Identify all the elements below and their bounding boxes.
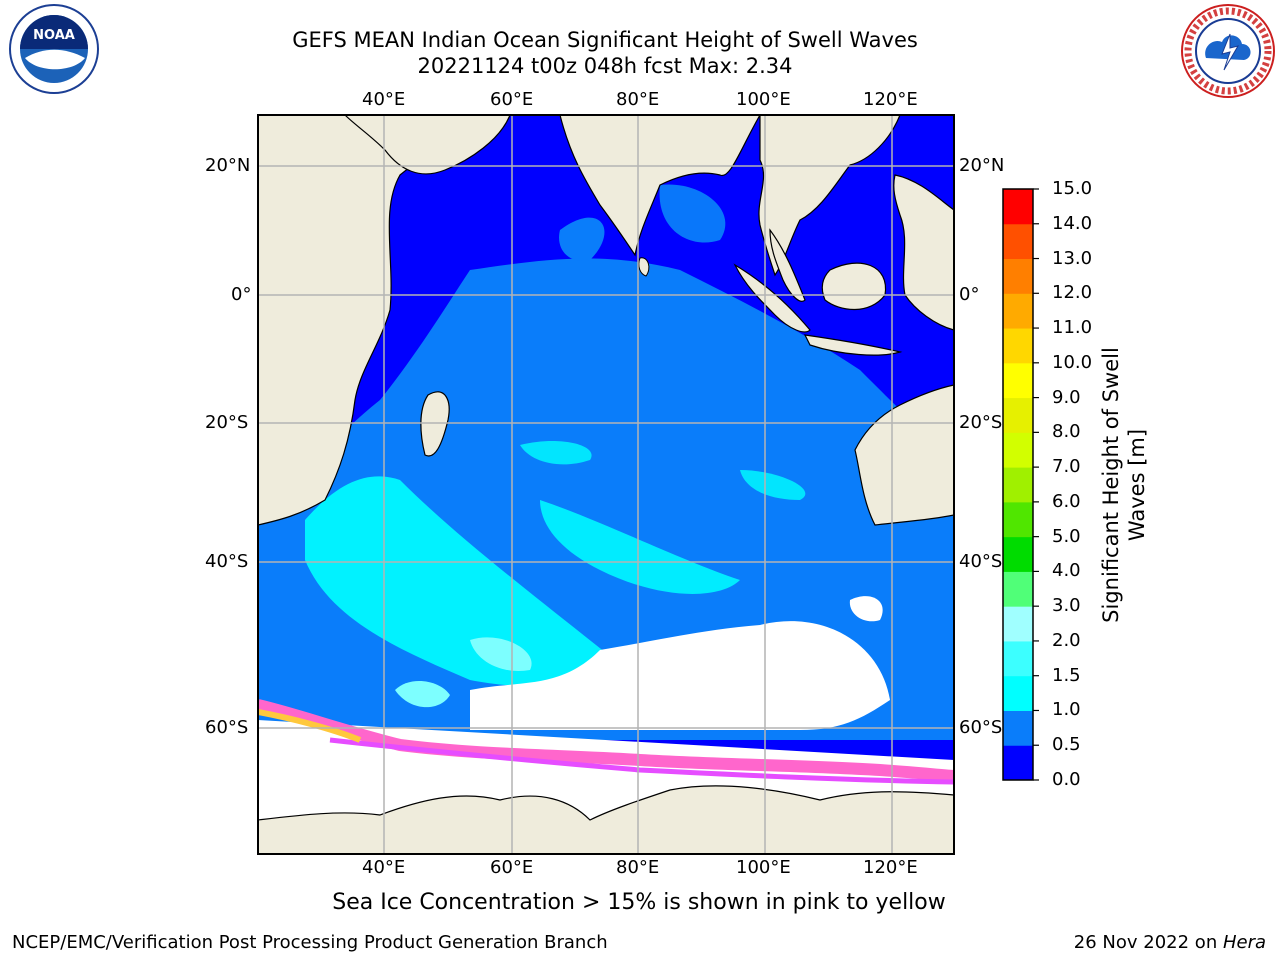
sea-ice-caption: Sea Ice Concentration > 15% is shown in … [332, 890, 946, 915]
colorbar-tick-label: 14.0 [1052, 212, 1093, 234]
swell-patch-high-east2 [740, 470, 806, 500]
lon-label-top-40e: 40°E [362, 89, 406, 110]
colorbar-segment [1003, 258, 1033, 294]
colorbar-segment [1003, 606, 1033, 642]
sea-ice-edge-yellow [258, 709, 362, 743]
footer-date-text: 26 Nov 2022 on [1073, 932, 1223, 953]
swell-patch-medium-east [559, 217, 605, 261]
colorbar-segment [1003, 362, 1033, 399]
map-gridlines [258, 115, 954, 854]
land-arabia [344, 115, 511, 175]
sea-ice-edge-magenta [329, 737, 954, 785]
footer-machine-name: Hera [1222, 932, 1266, 953]
swell-patch-high-central [520, 440, 592, 465]
colorbar-tick-label: 10.0 [1052, 351, 1093, 373]
colorbar-tick-label: 3.0 [1052, 595, 1081, 617]
sea-ice-region [470, 621, 890, 730]
colorbar-segment [1003, 536, 1033, 572]
swell-band-high [305, 476, 640, 688]
colorbar-tick-label: 15.0 [1052, 178, 1093, 199]
colorbar-tick-label: 1.0 [1052, 699, 1081, 721]
lat-label-right-20s: 20°S [959, 412, 1003, 433]
lat-label-right-40s: 40°S [959, 551, 1003, 572]
map-area [258, 115, 954, 854]
lat-label-right-0: 0° [959, 284, 980, 305]
lon-label-bottom-60e: 60°E [490, 857, 534, 878]
chart-title: GEFS MEAN Indian Ocean Significant Heigh… [292, 28, 918, 52]
lat-label-left-40s: 40°S [205, 551, 249, 572]
lon-label-bottom-100e: 100°E [736, 857, 791, 878]
land-sri-lanka [638, 257, 650, 277]
lon-label-bottom-40e: 40°E [362, 857, 406, 878]
lat-label-left-60s: 60°S [205, 717, 249, 738]
colorbar-segment [1003, 189, 1033, 225]
colorbar-tick-label: 9.0 [1052, 386, 1081, 408]
lon-label-bottom-80e: 80°E [616, 857, 660, 878]
lon-label-top-80e: 80°E [616, 89, 660, 110]
land-sumatra [733, 263, 811, 333]
land-java [803, 334, 903, 356]
colorbar-segment [1003, 328, 1033, 364]
nws-logo [1181, 4, 1275, 98]
land-australia [854, 384, 954, 526]
colorbar-tick-label: 2.0 [1052, 629, 1081, 651]
lon-label-top-120e: 120°E [863, 89, 918, 110]
colorbar-title-line1: Significant Height of Swell [1099, 347, 1123, 623]
chart-subtitle: 20221124 t00z 048h fcst Max: 2.34 [417, 54, 793, 78]
colorbar-tick-label: 0.0 [1052, 769, 1081, 790]
land-malay-peninsula [769, 228, 806, 302]
colorbar-tick-label: 0.5 [1052, 734, 1081, 756]
colorbar-segment [1003, 432, 1033, 468]
lon-label-bottom-120e: 120°E [863, 857, 918, 878]
colorbar-frame [1002, 188, 1034, 781]
lat-label-right-20n: 20°N [959, 155, 1005, 176]
lat-label-left-0: 0° [231, 284, 252, 305]
colorbar-title-line2: Waves [m] [1125, 428, 1149, 542]
colorbar-segment [1003, 710, 1033, 746]
colorbar-tick-label: 4.0 [1052, 560, 1081, 582]
colorbar-tick-label: 13.0 [1052, 247, 1093, 269]
colorbar-tick-label: 12.0 [1052, 282, 1093, 304]
footer-date: 26 Nov 2022 on Hera [1074, 932, 1266, 953]
colorbar-segment [1003, 467, 1033, 503]
colorbar-tick-label: 7.0 [1052, 456, 1081, 478]
noaa-logo: NOAA [9, 4, 99, 94]
colorbar-tick-label: 1.5 [1052, 664, 1081, 686]
colorbar-title: Significant Height of Swell Waves [m] [1098, 275, 1158, 695]
lat-label-left-20s: 20°S [205, 412, 249, 433]
colorbar-tick-label: 5.0 [1052, 525, 1081, 547]
land-antarctica [258, 785, 954, 854]
swell-patch-medium-north [659, 184, 726, 243]
lat-label-left-20n: 20°N [205, 155, 251, 176]
ice-patch-east [849, 596, 883, 622]
colorbar-segment [1003, 571, 1033, 607]
colorbar-segment [1003, 293, 1033, 329]
lon-label-top-100e: 100°E [736, 89, 791, 110]
colorbar-tick-label: 11.0 [1052, 317, 1093, 339]
colorbar-segment [1003, 745, 1033, 781]
lat-label-right-60s: 60°S [959, 717, 1003, 738]
map-frame [257, 114, 955, 855]
colorbar-tick-label: 8.0 [1052, 421, 1081, 443]
colorbar [1003, 188, 1039, 781]
footer-credit: NCEP/EMC/Verification Post Processing Pr… [12, 932, 608, 953]
land-borneo [821, 262, 887, 311]
colorbar-segment [1003, 640, 1033, 677]
colorbar-segment [1003, 223, 1033, 260]
colorbar-segment [1003, 397, 1033, 433]
swell-peak-patch [395, 680, 450, 708]
colorbar-segment [1003, 675, 1033, 711]
land-southeast-asia [758, 115, 901, 277]
noaa-logo-text: NOAA [33, 28, 75, 43]
land-india [559, 115, 761, 257]
colorbar-segment [1003, 501, 1033, 538]
swell-band-high-east [540, 500, 740, 594]
sea-ice-edge-pink [258, 699, 954, 782]
lon-label-top-60e: 60°E [490, 89, 534, 110]
colorbar-tick-label: 6.0 [1052, 490, 1081, 512]
swell-peak-patch-2 [470, 637, 532, 671]
